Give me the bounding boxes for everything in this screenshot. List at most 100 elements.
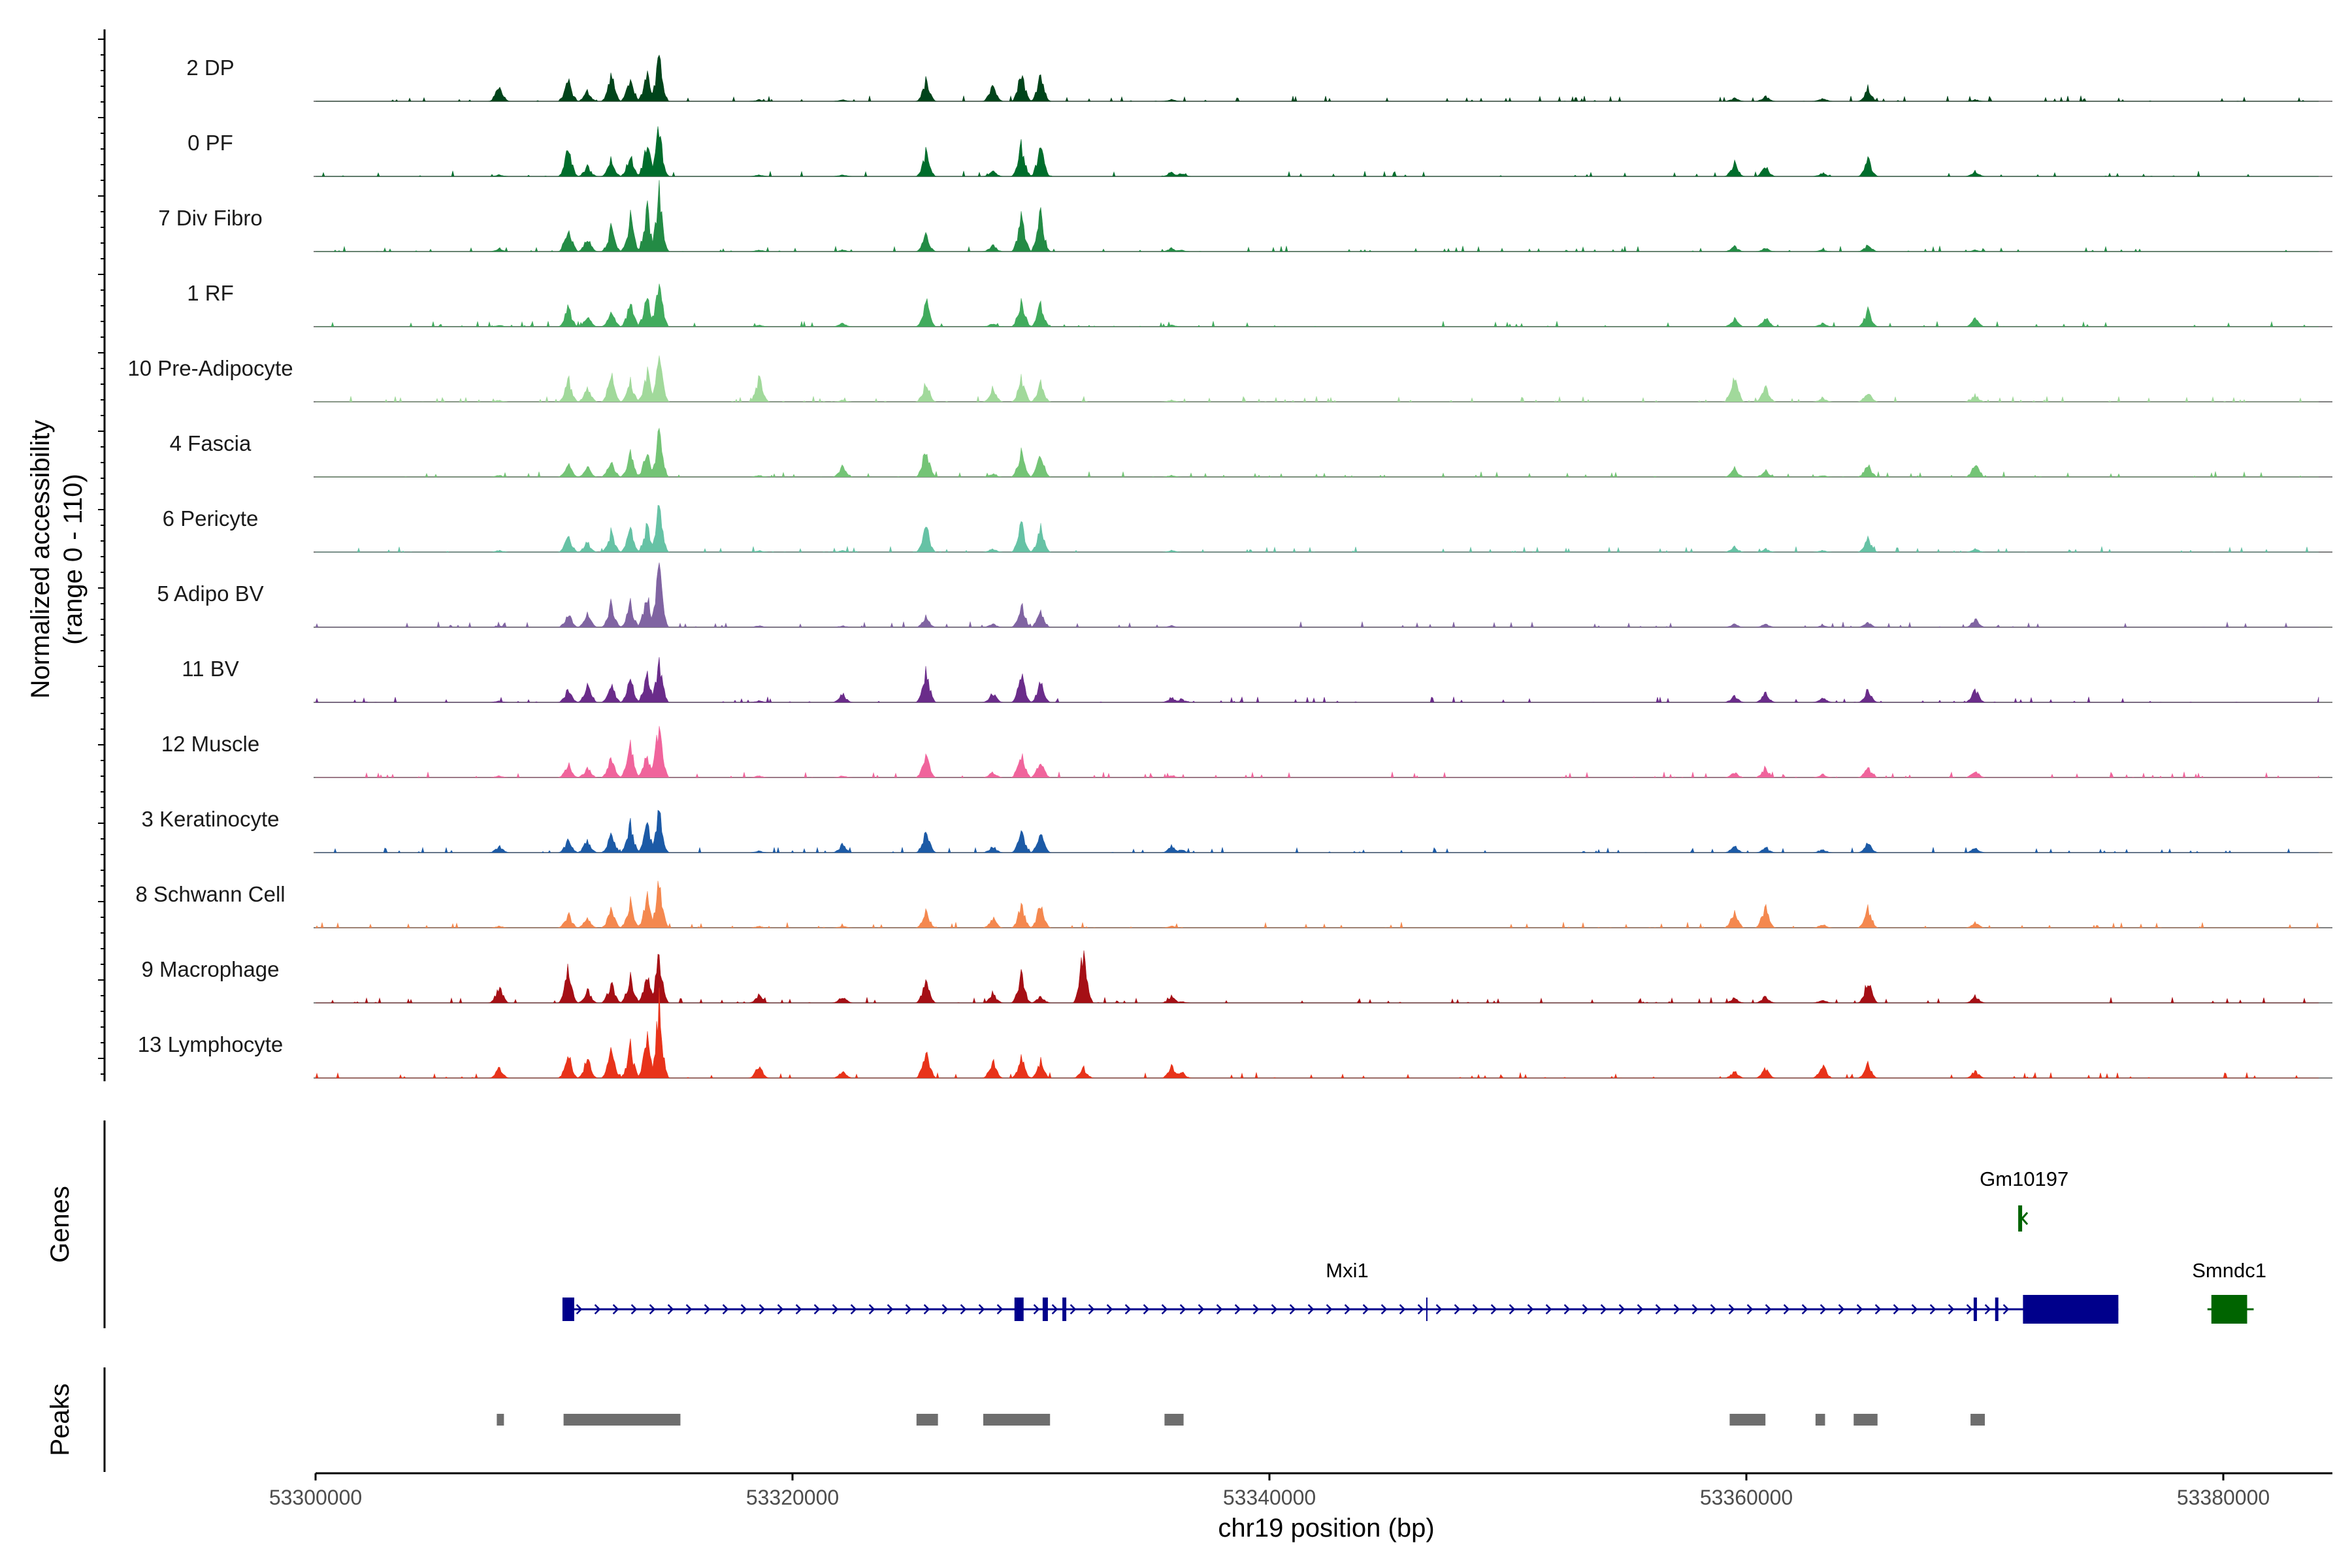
peaks-track-label: Peaks [46,1383,74,1456]
coverage-area [316,505,2319,553]
track-label: 11 BV [182,657,238,681]
strand-arrow [1509,1304,1516,1315]
strand-arrow [1161,1304,1168,1315]
track-label: 3 Keratinocyte [142,807,280,831]
strand-arrow [630,1304,638,1315]
strand-arrow [2002,1304,2010,1315]
y-axis-title: Normalized accessibility [26,420,55,699]
strand-arrow [1874,1304,1882,1315]
strand-arrow [1399,1304,1406,1315]
coverage-area [316,950,2319,1004]
strand-arrow [1472,1304,1479,1315]
coverage-area [316,126,2319,177]
track-label: 9 Macrophage [142,957,280,981]
gene-exon [1014,1298,1024,1321]
strand-arrow [1179,1304,1186,1315]
strand-arrow [1783,1304,1790,1315]
track-label: 0 PF [188,131,233,155]
coverage-y-axis [98,29,106,1081]
strand-arrow [1984,1304,1991,1315]
strand-arrow [1600,1304,1607,1315]
peak-bar [563,1414,681,1426]
strand-arrow [868,1304,875,1315]
peak-bar [1164,1414,1184,1426]
strand-arrow [1454,1304,1461,1315]
strand-arrow [1545,1304,1552,1315]
track-label: 6 Pericyte [163,506,259,531]
strand-arrow [1838,1304,1845,1315]
coverage-area [316,355,2319,402]
gene-exon [1426,1298,1428,1321]
strand-arrow [1033,1304,1040,1315]
strand-arrow [722,1304,729,1315]
strand-arrow [1710,1304,1717,1315]
strand-arrow [1234,1304,1241,1315]
strand-arrow [685,1304,693,1315]
gene-label: Gm10197 [1980,1168,2068,1190]
strand-arrow [1216,1304,1223,1315]
track-label: 12 Muscle [161,732,259,756]
strand-arrow [667,1304,674,1315]
strand-arrow [1820,1304,1827,1315]
x-axis-title: chr19 position (bp) [1218,1514,1434,1543]
track-label: 4 Fascia [170,431,252,455]
strand-arrow [612,1304,619,1315]
coverage-area [316,427,2319,478]
genes-track-label: Genes [46,1186,74,1263]
strand-arrow [905,1304,912,1315]
track-label: 10 Pre-Adipocyte [127,356,293,380]
strand-arrow [1417,1304,1424,1315]
strand-arrow [1801,1304,1808,1315]
strand-arrow [1929,1304,1936,1315]
strand-arrow [704,1304,711,1315]
strand-arrow [1765,1304,1772,1315]
x-tick-label: 53300000 [269,1486,362,1509]
strand-arrow [1966,1304,1973,1315]
strand-arrow [576,1304,583,1315]
peak-bar [1854,1414,1878,1426]
strand-arrow [795,1304,802,1315]
strand-arrow [759,1304,766,1315]
strand-arrow [1435,1304,1443,1315]
strand-arrow [1143,1304,1150,1315]
strand-arrow [996,1304,1004,1315]
strand-arrow [1691,1304,1699,1315]
strand-arrow [777,1304,784,1315]
strand-arrow [813,1304,821,1315]
track-label: 13 Lymphocyte [138,1032,284,1056]
strand-arrow [1637,1304,1644,1315]
strand-arrow [740,1304,747,1315]
gene-exon [2018,1205,2023,1232]
strand-arrow [1856,1304,1863,1315]
track-label: 8 Schwann Cell [135,882,285,906]
track-label: 2 DP [186,56,234,80]
strand-arrow [1911,1304,1918,1315]
coverage-area [316,54,2319,103]
strand-arrow [1563,1304,1571,1315]
strand-arrow [649,1304,656,1315]
strand-arrow [1326,1304,1333,1315]
strand-arrow [1582,1304,1589,1315]
strand-arrow [1746,1304,1754,1315]
strand-arrow [1618,1304,1625,1315]
track-label: 7 Div Fibro [158,206,263,230]
strand-arrow [1088,1304,1095,1315]
track-label: 1 RF [187,281,234,305]
coverage-area [316,180,2319,252]
strand-arrow [594,1304,601,1315]
x-axis: 53300000 53320000 53340000 53360000 53380000 [269,1472,2332,1509]
strand-arrow [1124,1304,1132,1315]
strand-arrow [850,1304,857,1315]
peak-bar [983,1414,1051,1426]
strand-arrow [1252,1304,1260,1315]
coverage-area [315,881,2319,928]
gene-utr-block [2023,1295,2119,1324]
strand-arrow [1271,1304,1278,1315]
x-tick-label: 53320000 [746,1486,839,1509]
strand-arrow [1673,1304,1680,1315]
strand-arrow [887,1304,894,1315]
strand-arrow [1380,1304,1388,1315]
x-tick-label: 53360000 [1700,1486,1793,1509]
gene-exon [1062,1298,1067,1321]
gene-exon [1995,1298,1999,1321]
